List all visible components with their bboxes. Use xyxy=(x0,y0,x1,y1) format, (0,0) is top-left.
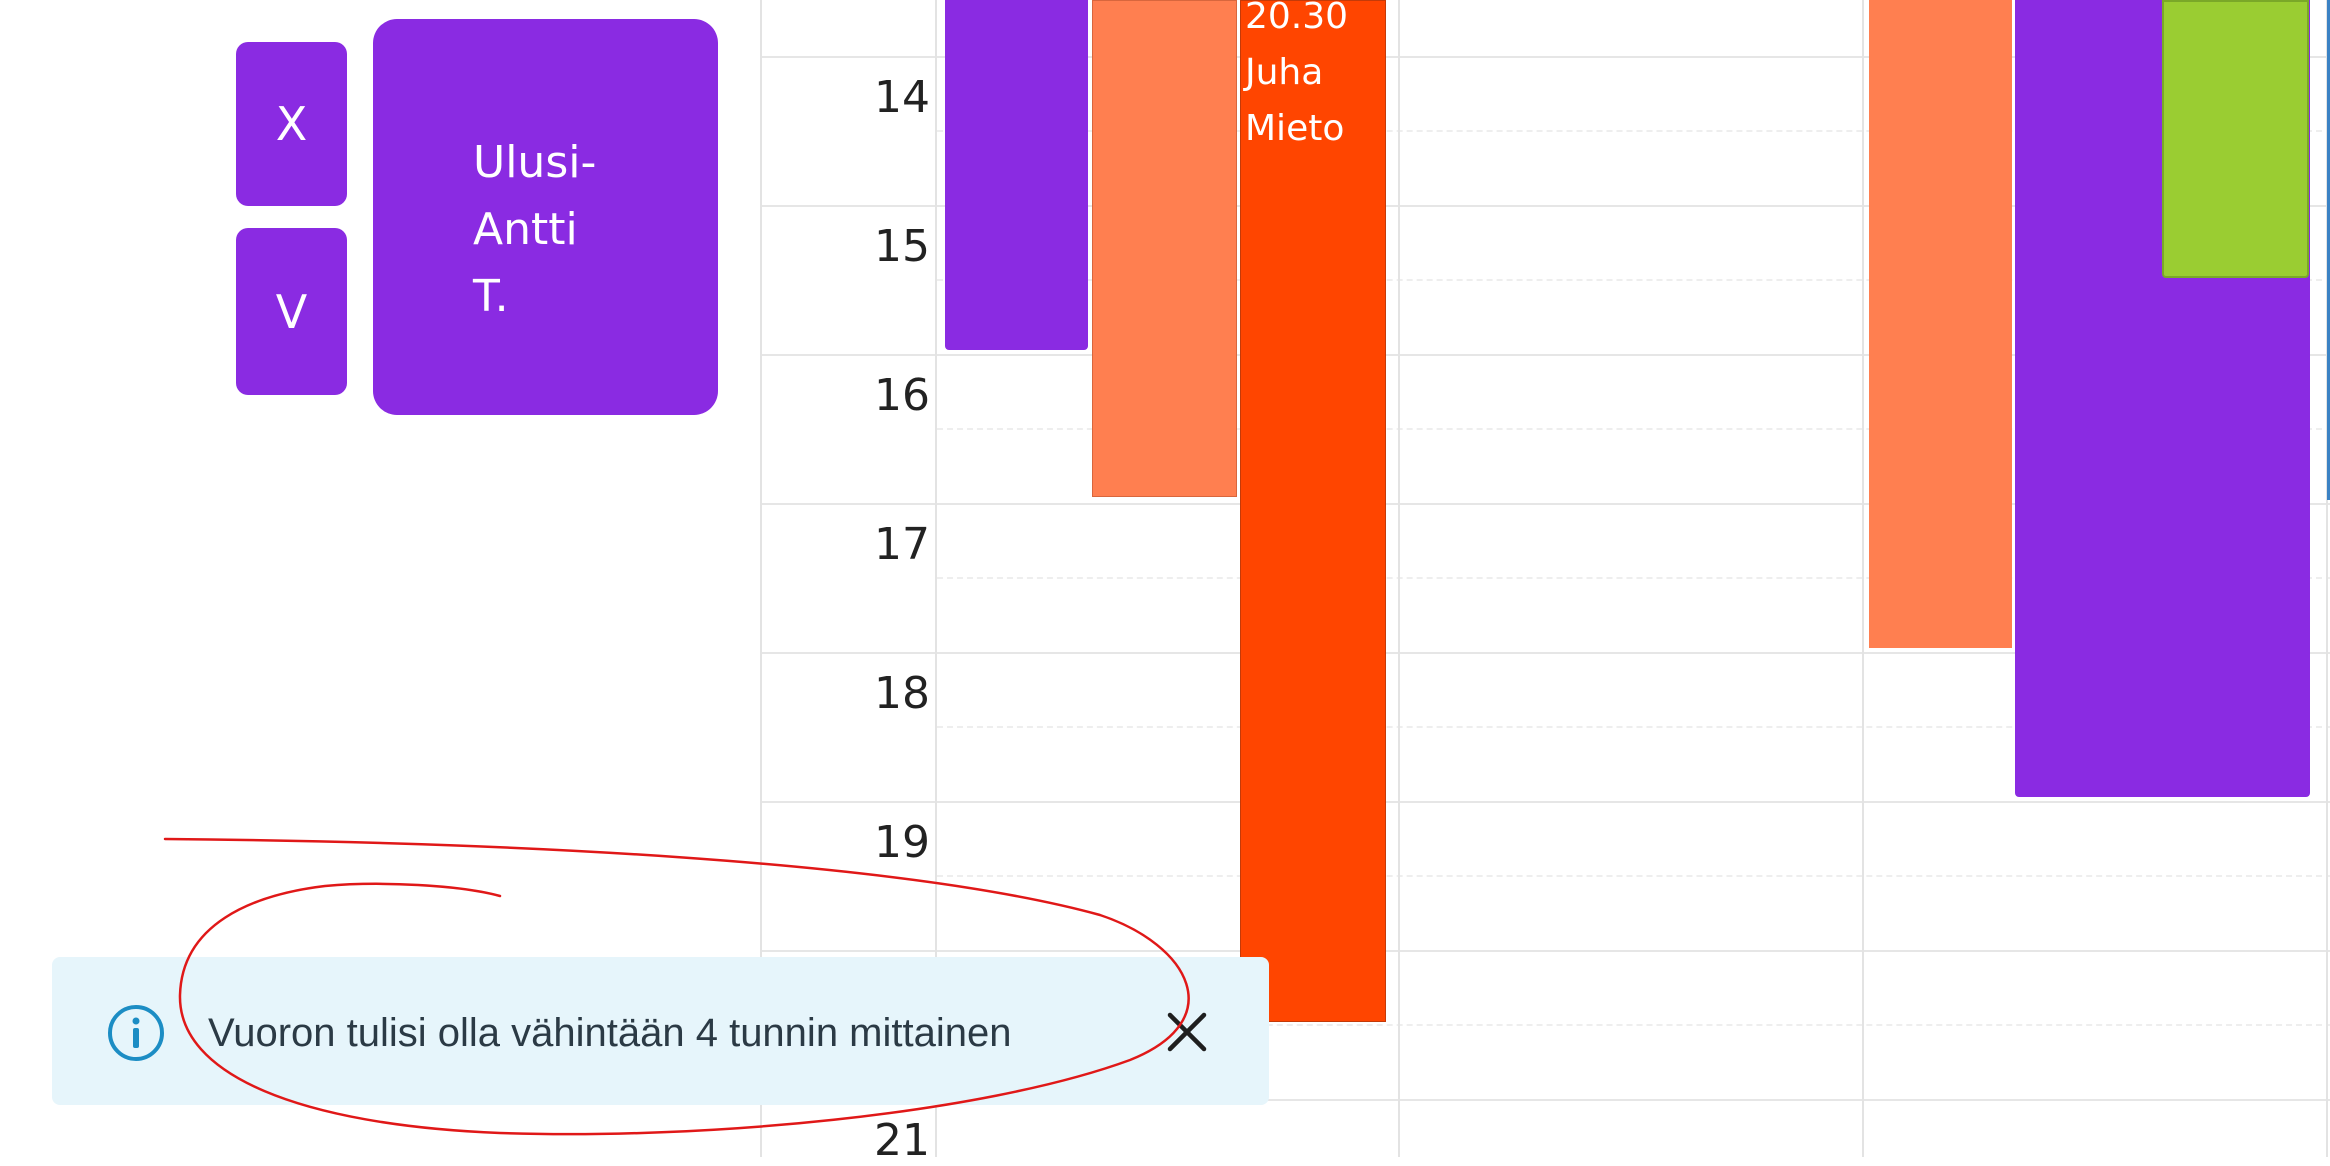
close-icon[interactable] xyxy=(1164,1009,1210,1055)
reject-button[interactable]: X xyxy=(236,42,347,206)
shift-block-edge[interactable] xyxy=(2327,0,2330,500)
shift-block[interactable] xyxy=(1092,0,1237,497)
time-column-divider xyxy=(935,0,937,1157)
person-name: Ulusi- Antti T. xyxy=(473,137,597,322)
hour-label: 16 xyxy=(874,370,930,421)
hour-gridline xyxy=(762,950,2330,952)
approve-button[interactable]: V xyxy=(236,228,347,395)
half-hour-gridline xyxy=(937,1024,2330,1026)
shift-block-juha-mieto[interactable]: 20.30 Juha Mieto xyxy=(1240,0,1386,1022)
hour-gridline xyxy=(762,503,2330,505)
shift-first-name: Juha xyxy=(1245,52,1324,93)
hour-gridline xyxy=(762,801,2330,803)
hour-label: 15 xyxy=(874,221,930,272)
hour-label: 17 xyxy=(874,519,930,570)
shift-block[interactable] xyxy=(2162,0,2309,278)
half-hour-gridline xyxy=(937,875,2330,877)
day-column-divider xyxy=(1398,0,1400,1157)
half-hour-gridline xyxy=(937,428,2330,430)
hour-label: 19 xyxy=(874,817,930,868)
info-icon xyxy=(108,1005,164,1061)
info-toast: Vuoron tulisi olla vähintään 4 tunnin mi… xyxy=(52,957,1269,1105)
hour-gridline xyxy=(762,354,2330,356)
half-hour-gridline xyxy=(937,726,2330,728)
shift-last-name: Mieto xyxy=(1245,108,1345,149)
hour-gridline xyxy=(762,652,2330,654)
hour-label: 21 xyxy=(874,1115,930,1166)
shift-block[interactable] xyxy=(945,0,1088,350)
hour-gridline xyxy=(762,205,2330,207)
half-hour-gridline xyxy=(937,577,2330,579)
shift-label: 20.30 Juha Mieto xyxy=(1241,0,1385,157)
day-column-divider xyxy=(2326,0,2328,1157)
hour-gridline xyxy=(762,1099,2330,1101)
half-hour-gridline xyxy=(937,130,2330,132)
hour-gridline xyxy=(762,56,2330,58)
half-hour-gridline xyxy=(937,279,2330,281)
day-column-divider xyxy=(1862,0,1864,1157)
toast-message: Vuoron tulisi olla vähintään 4 tunnin mi… xyxy=(208,1011,1012,1055)
shift-block[interactable] xyxy=(1869,0,2012,648)
hour-label: 18 xyxy=(874,668,930,719)
shift-time: 20.30 xyxy=(1245,0,1349,37)
hour-label: 14 xyxy=(874,72,930,123)
calendar-grid: 14 15 16 17 18 19 21 20.30 Juha Mieto xyxy=(760,0,2330,1166)
person-card[interactable]: Ulusi- Antti T. xyxy=(373,19,718,415)
